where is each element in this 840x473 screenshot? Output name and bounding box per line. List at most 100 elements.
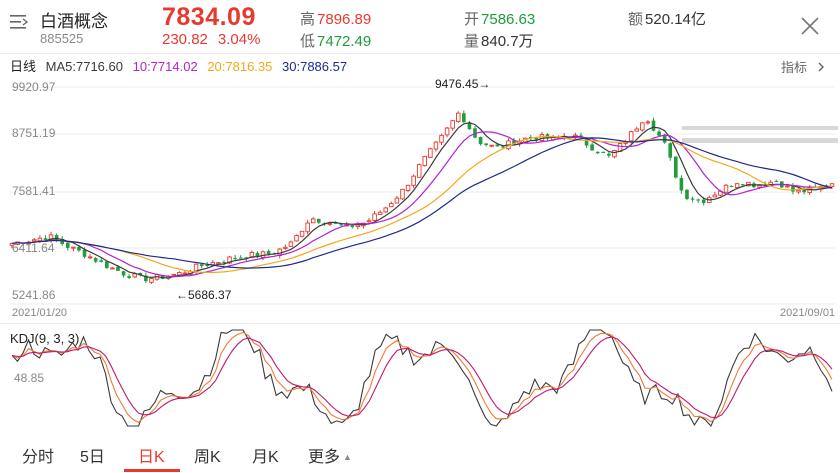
period-label: 日线 xyxy=(10,59,37,74)
candle xyxy=(283,244,288,250)
candle xyxy=(729,185,734,188)
indicator-button[interactable]: 指标 xyxy=(781,57,827,76)
candle xyxy=(87,254,93,260)
candle xyxy=(299,230,305,238)
candle xyxy=(595,151,600,155)
candle xyxy=(411,174,416,189)
high-stat: 高 7896.89 xyxy=(300,8,371,29)
candle xyxy=(193,263,199,275)
open-label: 开 xyxy=(464,11,480,28)
amount-value: 520.14亿 xyxy=(645,11,706,28)
tab-more-label: 更多 xyxy=(308,449,341,466)
candle xyxy=(222,260,226,266)
change-percent: 3.04% xyxy=(217,31,261,48)
ma20-line xyxy=(11,135,833,274)
active-tab-indicator xyxy=(124,469,180,472)
amount-label: 额 xyxy=(628,11,644,28)
candle xyxy=(612,149,617,159)
candle xyxy=(634,126,640,132)
candle xyxy=(590,142,594,151)
candle xyxy=(450,119,455,131)
candle xyxy=(668,142,673,161)
candle xyxy=(601,151,606,154)
candle xyxy=(679,175,684,194)
ma20-value: 20:7816.35 xyxy=(207,59,273,74)
resistance-band xyxy=(682,126,838,143)
low-label: 低 xyxy=(300,33,316,50)
candle xyxy=(439,133,444,146)
ma30-value: 30:7886.57 xyxy=(282,59,348,74)
high-annotation: 9476.45→ xyxy=(435,77,490,91)
candle xyxy=(317,218,321,225)
candle xyxy=(71,246,76,252)
tab-daily-k[interactable]: 日K xyxy=(138,449,165,466)
candle xyxy=(105,260,109,269)
ma-lines xyxy=(11,122,833,279)
ma30-line xyxy=(11,137,833,269)
candle xyxy=(428,147,433,158)
candle xyxy=(305,219,310,235)
candle xyxy=(372,210,377,221)
tab-intraday[interactable]: 分时 xyxy=(22,449,55,466)
candle xyxy=(416,163,422,178)
volume-value: 840.7万 xyxy=(481,33,534,50)
kline-chart[interactable]: 9920.97 8751.19 7581.41 6411.64 5241.86 … xyxy=(0,76,840,320)
open-stat: 开 7586.63 xyxy=(464,8,535,29)
menu-icon[interactable] xyxy=(10,14,28,30)
candle xyxy=(685,189,689,201)
low-annotation: ←5686.37 xyxy=(176,288,232,302)
tab-monthly-k[interactable]: 月K xyxy=(252,449,279,466)
candle xyxy=(65,240,70,251)
candle xyxy=(238,255,243,259)
candle xyxy=(288,240,294,247)
ma10-value: 10:7714.02 xyxy=(132,59,198,74)
high-label: 高 xyxy=(300,11,316,28)
candle xyxy=(802,186,806,195)
kdj-y-tick: 48.85 xyxy=(14,371,44,385)
candle xyxy=(473,126,477,139)
candle xyxy=(657,129,661,137)
close-icon[interactable] xyxy=(800,16,820,36)
candle xyxy=(444,126,450,138)
period-tabs: 分时 5日 日K 周K 月K 更多 ▲ xyxy=(0,433,840,473)
candle xyxy=(366,217,372,225)
tab-more[interactable]: 更多 ▲ xyxy=(308,443,352,467)
candle xyxy=(377,210,383,215)
current-price: 7834.09 xyxy=(162,3,256,31)
candle xyxy=(177,271,182,276)
candle xyxy=(294,234,299,242)
low-stat: 低 7472.49 xyxy=(300,30,371,51)
tab-5day[interactable]: 5日 xyxy=(80,449,105,466)
candle xyxy=(607,151,611,158)
candle xyxy=(484,143,488,147)
candles xyxy=(9,110,835,284)
kdj-lines xyxy=(11,329,833,427)
y-tick-4: 5241.86 xyxy=(12,288,56,302)
candle xyxy=(233,254,237,261)
candle xyxy=(674,156,678,179)
x-end-label: 2021/09/01 xyxy=(780,307,835,319)
candle xyxy=(489,144,494,148)
volume-label: 量 xyxy=(464,33,480,50)
header-divider xyxy=(0,53,840,54)
candle xyxy=(696,198,700,204)
open-value: 7586.63 xyxy=(481,11,536,28)
tab-weekly-k[interactable]: 周K xyxy=(194,449,221,466)
candle xyxy=(405,184,411,193)
kline-grid xyxy=(10,86,835,305)
candle xyxy=(462,110,466,123)
amount-stat: 额 520.14亿 xyxy=(628,8,706,29)
high-value: 7896.89 xyxy=(317,11,372,28)
candle xyxy=(199,263,204,269)
candle xyxy=(149,277,154,284)
candle xyxy=(327,222,333,227)
x-start-label: 2021/01/20 xyxy=(12,307,67,319)
kdj-chart[interactable]: 48.85 xyxy=(0,326,840,430)
candle xyxy=(712,191,718,198)
candle xyxy=(110,266,115,270)
candle xyxy=(723,184,729,193)
candle xyxy=(791,182,795,195)
indicator-label: 指标 xyxy=(781,60,808,75)
candle xyxy=(640,121,645,132)
candle xyxy=(774,179,779,183)
